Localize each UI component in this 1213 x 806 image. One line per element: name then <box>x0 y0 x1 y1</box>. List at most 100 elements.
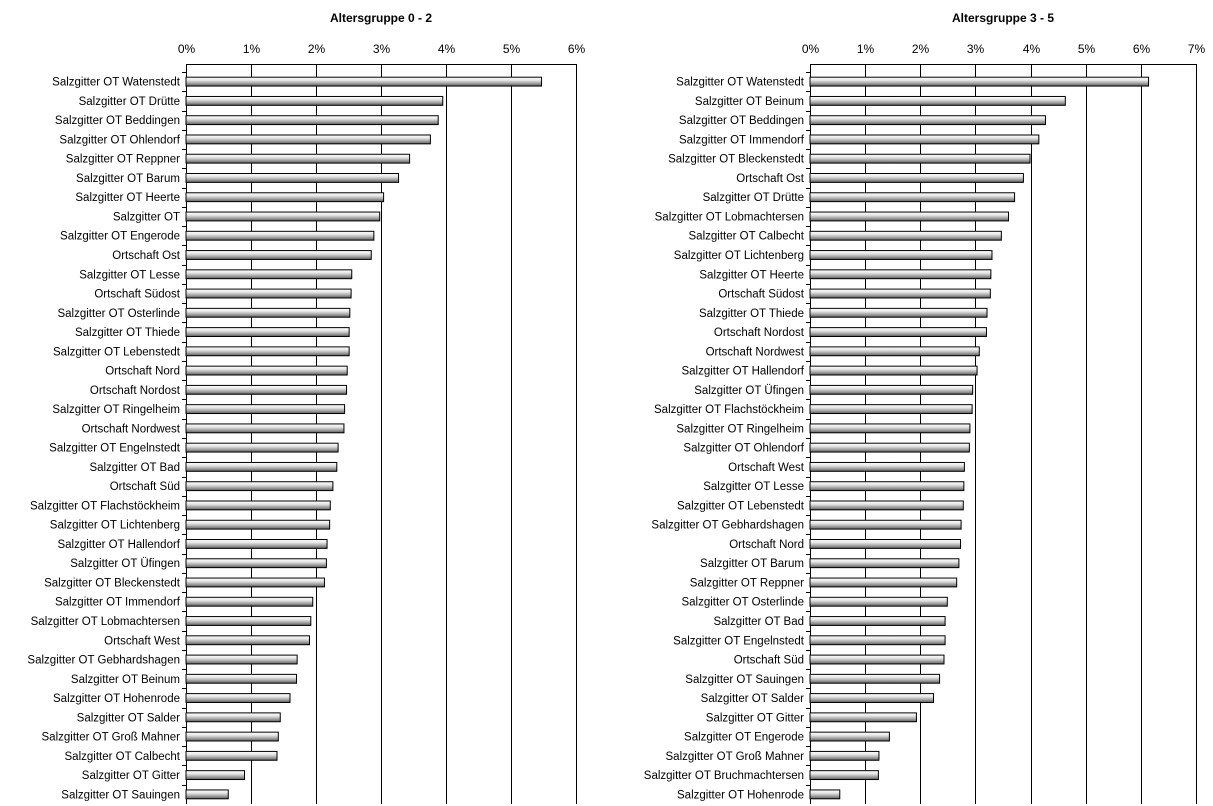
category-label: Salzgitter OT Sauingen <box>61 789 180 801</box>
bar <box>185 712 281 723</box>
bar <box>185 770 245 781</box>
category-label: Salzgitter OT Beddingen <box>55 115 180 127</box>
bar <box>185 250 372 260</box>
category-label: Salzgitter OT Barum <box>700 558 804 570</box>
category-label: Salzgitter OT Lichtenberg <box>674 250 804 262</box>
bar <box>809 288 991 299</box>
category-label: Salzgitter OT Calbecht <box>689 231 805 243</box>
bar <box>185 269 353 280</box>
bar <box>185 173 400 183</box>
category-label: Salzgitter OT Engerode <box>684 732 804 744</box>
category-label: Salzgitter OT Reppner <box>66 154 180 166</box>
bar <box>185 76 543 87</box>
bar <box>185 731 279 742</box>
bar <box>185 404 346 415</box>
bar <box>185 211 381 222</box>
bar <box>809 635 946 646</box>
category-label: Salzgitter OT Üfingen <box>70 558 180 570</box>
bar <box>185 327 350 337</box>
category-label: Salzgitter OT Gitter <box>706 712 804 724</box>
category-label: Salzgitter OT Groß Mahner <box>666 751 805 763</box>
bar <box>185 596 314 607</box>
bar <box>809 654 945 665</box>
category-label: Salzgitter OT Heerte <box>75 192 180 204</box>
category-label: Ortschaft Ost <box>736 173 805 185</box>
x-tick-labels-right: 0% 1% 2% 3% 4% 5% 6% 7% <box>802 42 1206 56</box>
category-label: Salzgitter OT Ringelheim <box>52 404 180 416</box>
category-label: Salzgitter OT Barum <box>76 173 180 185</box>
x-tick-labels-left: 0% 1% 2% 3% 4% 5% 6% <box>178 42 586 56</box>
bar <box>185 95 444 106</box>
bar <box>185 654 298 665</box>
category-label: Salzgitter OT Lobmachtersen <box>655 211 804 223</box>
category-label: Salzgitter OT Üfingen <box>694 385 804 397</box>
category-label: Salzgitter OT Immendorf <box>55 597 181 609</box>
bar <box>809 115 1046 126</box>
bar <box>809 269 992 280</box>
x-tick-label: 6% <box>1133 42 1151 56</box>
category-label: Salzgitter OT Bleckenstedt <box>44 577 181 589</box>
bar <box>809 481 965 492</box>
category-label: Salzgitter OT Drütte <box>703 192 804 204</box>
category-label: Salzgitter OT Flachstöckheim <box>30 500 180 512</box>
category-label: Salzgitter OT Thiede <box>699 308 804 320</box>
category-label: Ortschaft Ost <box>112 250 181 262</box>
bar <box>809 789 841 800</box>
category-label: Salzgitter OT Lebenstedt <box>677 500 805 512</box>
bars-right <box>809 76 1150 800</box>
category-label: Salzgitter OT Watenstedt <box>52 77 181 89</box>
category-label: Salzgitter OT Heerte <box>699 269 804 281</box>
category-label: Salzgitter OT Engelnstedt <box>673 635 805 647</box>
bars-left <box>185 76 543 800</box>
category-label: Ortschaft Südost <box>94 289 180 301</box>
category-label: Ortschaft Nordwest <box>706 346 805 358</box>
category-label: Salzgitter OT Lobmachtersen <box>31 616 180 628</box>
category-label: Salzgitter OT Gebhardshagen <box>27 655 180 667</box>
bar <box>809 461 965 472</box>
bar <box>809 384 974 395</box>
bar <box>809 770 879 781</box>
bar <box>809 404 973 415</box>
category-label: Salzgitter OT Calbecht <box>65 751 181 763</box>
chart-title-right: Altersgruppe 3 - 5 <box>952 11 1054 25</box>
category-label: Salzgitter OT Bleckenstedt <box>668 154 805 166</box>
category-label: Salzgitter OT Beddingen <box>679 115 804 127</box>
category-label: Salzgitter OT Engelnstedt <box>49 443 181 455</box>
category-label: Salzgitter OT Hallendorf <box>681 366 804 378</box>
category-label: Ortschaft Südost <box>718 289 804 301</box>
bar <box>809 134 1040 145</box>
bar <box>185 635 310 646</box>
x-tick-label: 4% <box>438 42 456 56</box>
category-label: Salzgitter OT Beinum <box>695 96 804 108</box>
x-tick-label: 1% <box>243 42 261 56</box>
category-label: Salzgitter OT Immendorf <box>679 134 805 146</box>
category-label: Salzgitter OT Ohlendorf <box>683 443 804 455</box>
category-label: Ortschaft Nordwest <box>82 423 181 435</box>
x-tick-label: 3% <box>967 42 985 56</box>
category-label: Salzgitter OT Reppner <box>690 577 804 589</box>
bar <box>809 250 993 260</box>
bar <box>185 115 439 126</box>
bar <box>809 95 1066 106</box>
bar <box>809 192 1016 203</box>
category-label: Salzgitter OT Ringelheim <box>676 423 804 435</box>
category-label: Salzgitter OT Sauingen <box>685 674 804 686</box>
bar <box>185 577 325 588</box>
category-label: Salzgitter OT Hohenrode <box>677 789 804 801</box>
bar <box>809 211 1010 222</box>
category-label: Salzgitter OT Osterlinde <box>57 308 180 320</box>
category-label: Salzgitter OT Lebenstedt <box>53 346 181 358</box>
category-label: Salzgitter OT Hohenrode <box>53 693 180 705</box>
bar <box>185 539 328 549</box>
chart-title-left: Altersgruppe 0 - 2 <box>330 11 432 25</box>
bar <box>809 442 970 453</box>
chart-left: Altersgruppe 0 - 2 0% 1% 2% 3% 4% 5% 6% Salzgi… <box>27 11 586 804</box>
category-label: Ortschaft Süd <box>110 481 180 493</box>
bar <box>185 616 312 626</box>
x-tick-label: 1% <box>857 42 875 56</box>
category-label: Ortschaft Nord <box>105 366 180 378</box>
x-tick-label: 5% <box>503 42 521 56</box>
bar <box>809 712 917 723</box>
bar <box>185 789 229 800</box>
